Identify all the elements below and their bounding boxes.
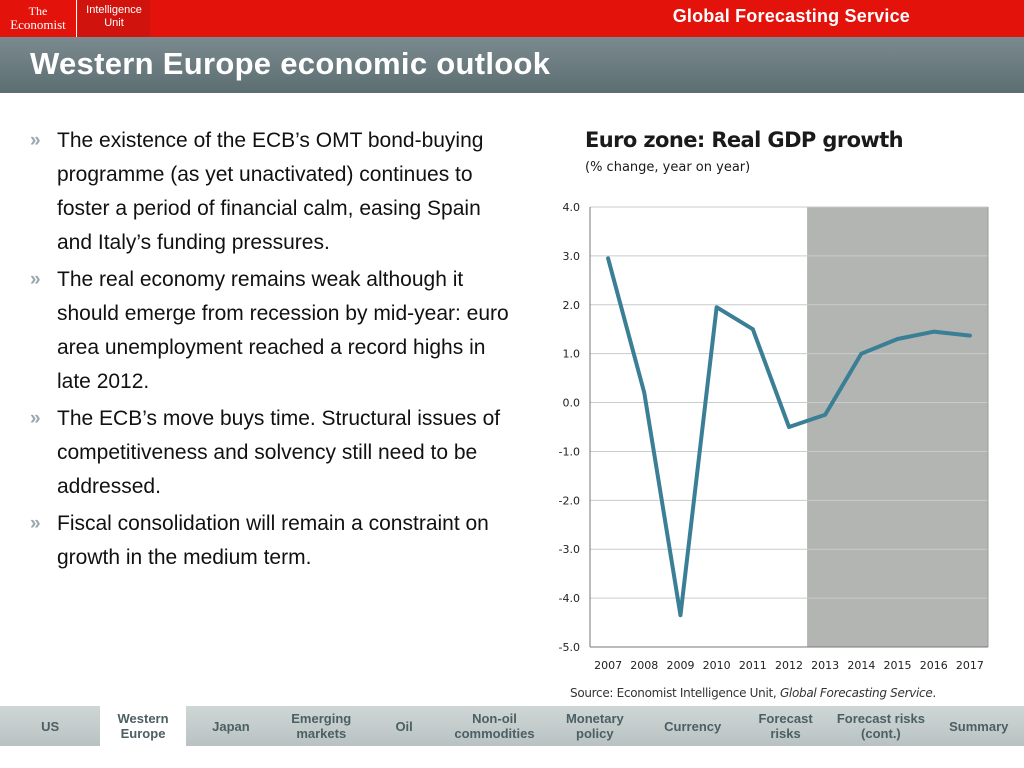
economist-logo[interactable]: The Economist: [0, 0, 77, 37]
nav-tab-forecast-risks[interactable]: Forecast risks: [758, 711, 813, 741]
bullet-marker-icon: »: [30, 513, 41, 534]
bullet-marker-icon: »: [30, 130, 41, 151]
x-tick-label: 2015: [884, 659, 912, 672]
y-tick-label: -5.0: [559, 641, 580, 654]
x-tick-label: 2007: [594, 659, 622, 672]
logo-line-2: Economist: [10, 17, 66, 32]
x-tick-label: 2017: [956, 659, 984, 672]
bullet-text: The real economy remains weak although i…: [57, 268, 509, 393]
x-tick-label: 2012: [775, 659, 803, 672]
x-tick-label: 2016: [920, 659, 948, 672]
nav-tab-japan[interactable]: Japan: [212, 718, 250, 734]
x-tick-label: 2009: [666, 659, 694, 672]
nav-tab-us[interactable]: US: [41, 718, 60, 734]
title-bar: [0, 37, 1024, 93]
source-suffix: .: [932, 686, 936, 700]
unit-line-1: Intelligence: [86, 4, 142, 16]
page-title: Western Europe economic outlook: [30, 46, 551, 81]
x-tick-label: 2008: [630, 659, 658, 672]
chart-source: Source: Economist Intelligence Unit, Glo…: [570, 686, 936, 700]
intelligence-unit-logo[interactable]: Intelligence Unit: [78, 0, 150, 37]
nav-tab-western-europe[interactable]: Western Europe: [100, 706, 186, 746]
service-name: Global Forecasting Service: [672, 6, 910, 26]
y-tick-label: 0.0: [563, 397, 581, 410]
nav-tab-forecast-risks-cont[interactable]: Forecast risks (cont.): [836, 711, 925, 741]
series-line: [606, 256, 972, 618]
footer-strip: [0, 746, 1024, 768]
x-tick-label: 2011: [739, 659, 767, 672]
nav-tab-emerging-markets[interactable]: Emerging markets: [291, 711, 352, 741]
bullet-marker-icon: »: [30, 408, 41, 429]
y-tick-label: 3.0: [563, 250, 581, 263]
nav-tab-currency[interactable]: Currency: [664, 718, 722, 734]
forecast-shade: [807, 207, 988, 647]
bullet-item: » The ECB’s move buys time. Structural is…: [30, 402, 510, 504]
bullet-text: Fiscal consolidation will remain a const…: [57, 512, 489, 569]
nav-tab-summary[interactable]: Summary: [949, 718, 1009, 734]
section-navigation: US Western Europe Japan Emerging markets…: [0, 706, 1024, 746]
chart-title: Euro zone: Real GDP growth: [585, 128, 904, 152]
y-tick-label: -2.0: [559, 494, 580, 507]
source-prefix: Source: Economist Intelligence Unit,: [570, 686, 780, 700]
bullet-item: » The real economy remains weak although …: [30, 263, 510, 399]
bullet-text: The existence of the ECB’s OMT bond-buyi…: [57, 129, 484, 254]
gdp-growth-chart: 4.0 3.0 2.0 1.0 0.0 -1.0 -2.0 -3.0 -4.0 -5.0 2007 2…: [559, 201, 989, 672]
nav-tab-oil[interactable]: Oil: [395, 718, 413, 734]
y-tick-label: 4.0: [563, 201, 581, 214]
y-tick-label: 2.0: [563, 299, 581, 312]
nav-tab-non-oil-commodities[interactable]: Non-oil commodities: [454, 711, 535, 741]
x-tick-label: 2013: [811, 659, 839, 672]
chart-subtitle: (% change, year on year): [585, 160, 751, 175]
nav-tab-monetary-policy[interactable]: Monetary policy: [565, 711, 624, 741]
y-tick-label: -3.0: [559, 543, 580, 556]
bullet-item: » Fiscal consolidation will remain a cons…: [30, 507, 510, 575]
x-tick-label: 2014: [847, 659, 875, 672]
bullet-list: » The existence of the ECB’s OMT bond-buy…: [30, 124, 510, 578]
bullet-item: » The existence of the ECB’s OMT bond-buy…: [30, 124, 510, 260]
y-tick-label: -4.0: [559, 592, 580, 605]
y-tick-label: -1.0: [559, 445, 580, 458]
logo-line-1: The: [28, 4, 48, 18]
bullet-text: The ECB’s move buys time. Structural iss…: [57, 407, 501, 498]
y-tick-label: 1.0: [563, 348, 581, 361]
x-tick-label: 2010: [703, 659, 731, 672]
source-publication: Global Forecasting Service: [779, 686, 933, 700]
bullet-marker-icon: »: [30, 269, 41, 290]
unit-line-2: Unit: [104, 17, 124, 29]
top-banner: [0, 0, 1024, 37]
